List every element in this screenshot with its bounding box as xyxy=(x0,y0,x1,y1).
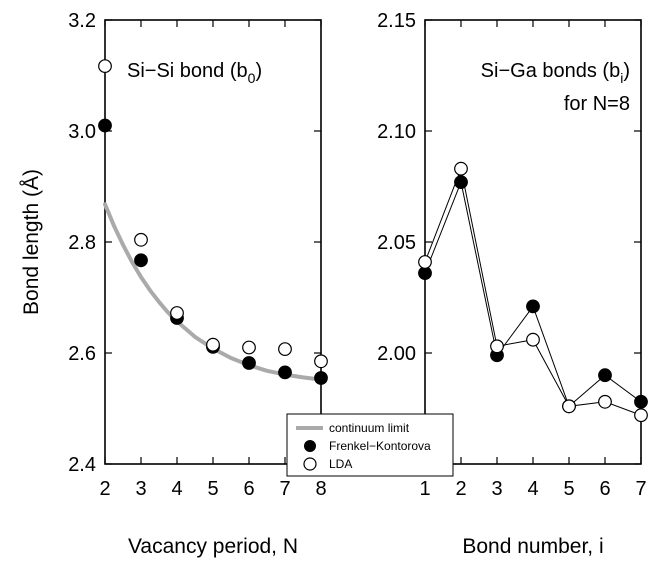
left-x-tick-label: 8 xyxy=(315,478,326,500)
left-x-axis-label: Vacancy period, N xyxy=(128,535,298,558)
left-frenkel-kontorova-point xyxy=(314,371,328,385)
right-lda-point xyxy=(598,394,612,409)
left-frenkel-kontorova-point xyxy=(242,356,256,370)
right-lda-point xyxy=(454,161,468,176)
right-lda-point xyxy=(418,255,432,269)
left-y-tick-label: 2.4 xyxy=(68,454,96,476)
right-x-axis-label: Bond number, i xyxy=(462,535,603,558)
right-lda-point xyxy=(490,339,504,354)
right-x-tick-label: 4 xyxy=(527,478,538,500)
right-x-tick-label: 2 xyxy=(455,478,466,500)
legend-swatch-frenkel-kontorova xyxy=(304,440,316,452)
left-x-tick-label: 5 xyxy=(207,478,218,500)
left-x-tick-label: 3 xyxy=(135,478,146,500)
left-lda-point xyxy=(98,59,112,73)
y-axis-label: Bond length (Å) xyxy=(20,169,43,315)
left-lda-point xyxy=(134,232,148,247)
right-lda-point xyxy=(634,408,648,423)
panel-si-si: 2 3 4 5 6 7 8 2.4 2.6 2.8 3.0 3.2 Si−Si bond (b0) V… xyxy=(20,10,328,558)
left-x-tick-label: 2 xyxy=(99,478,110,500)
left-frenkel-kontorova-point xyxy=(134,253,148,268)
left-y-tick-label: 2.8 xyxy=(68,232,96,254)
right-y-tick-label: 2.05 xyxy=(377,232,416,254)
left-annotation: Si−Si bond (b0) xyxy=(127,60,262,86)
legend-label-frenkel-kontorova: Frenkel−Kontorova xyxy=(329,439,431,453)
panel-si-ga: 12345671.952.002.052.102.15 Si−Ga bonds … xyxy=(377,10,648,558)
right-y-tick-label: 2.15 xyxy=(377,10,416,32)
right-frenkel-kontorova-point xyxy=(598,368,612,383)
left-y-tick-label: 3.2 xyxy=(68,10,96,32)
left-x-tick-label: 7 xyxy=(279,478,290,500)
right-x-tick-label: 3 xyxy=(491,478,502,500)
left-lda-point xyxy=(314,354,328,369)
left-y-tick-label: 2.6 xyxy=(68,343,96,365)
right-lda-point xyxy=(526,332,540,347)
legend-swatch-lda xyxy=(303,457,317,471)
left-lda-point xyxy=(242,340,256,355)
right-y-tick-label: 2.00 xyxy=(377,343,416,365)
right-frenkel-kontorova-point xyxy=(526,299,540,314)
right-annotation-line1: Si−Ga bonds (bi) xyxy=(481,60,630,86)
left-y-tick-label: 3.0 xyxy=(68,121,96,143)
right-x-tick-label: 5 xyxy=(563,478,574,500)
legend: continuum limit Frenkel−Kontorova LDA xyxy=(286,413,454,477)
left-lda-point xyxy=(278,342,292,357)
right-y-tick-label: 2.10 xyxy=(377,121,416,143)
legend-label-lda: LDA xyxy=(329,457,352,471)
left-lda-point xyxy=(170,306,184,320)
left-lda-point xyxy=(206,337,220,352)
right-lda-point xyxy=(562,399,576,414)
right-x-tick-label: 7 xyxy=(635,478,646,500)
legend-label-continuum-limit: continuum limit xyxy=(329,421,410,435)
left-frenkel-kontorova-point xyxy=(278,365,292,380)
right-frenkel-kontorova-point xyxy=(454,175,468,190)
left-x-tick-label: 4 xyxy=(171,478,182,500)
right-x-tick-label: 1 xyxy=(419,478,430,500)
right-annotation-line2: for N=8 xyxy=(564,93,630,115)
left-x-tick-label: 6 xyxy=(243,478,254,500)
right-x-tick-label: 6 xyxy=(599,478,610,500)
right-frenkel-kontorova-point xyxy=(634,394,648,409)
left-frenkel-kontorova-point xyxy=(98,118,112,133)
